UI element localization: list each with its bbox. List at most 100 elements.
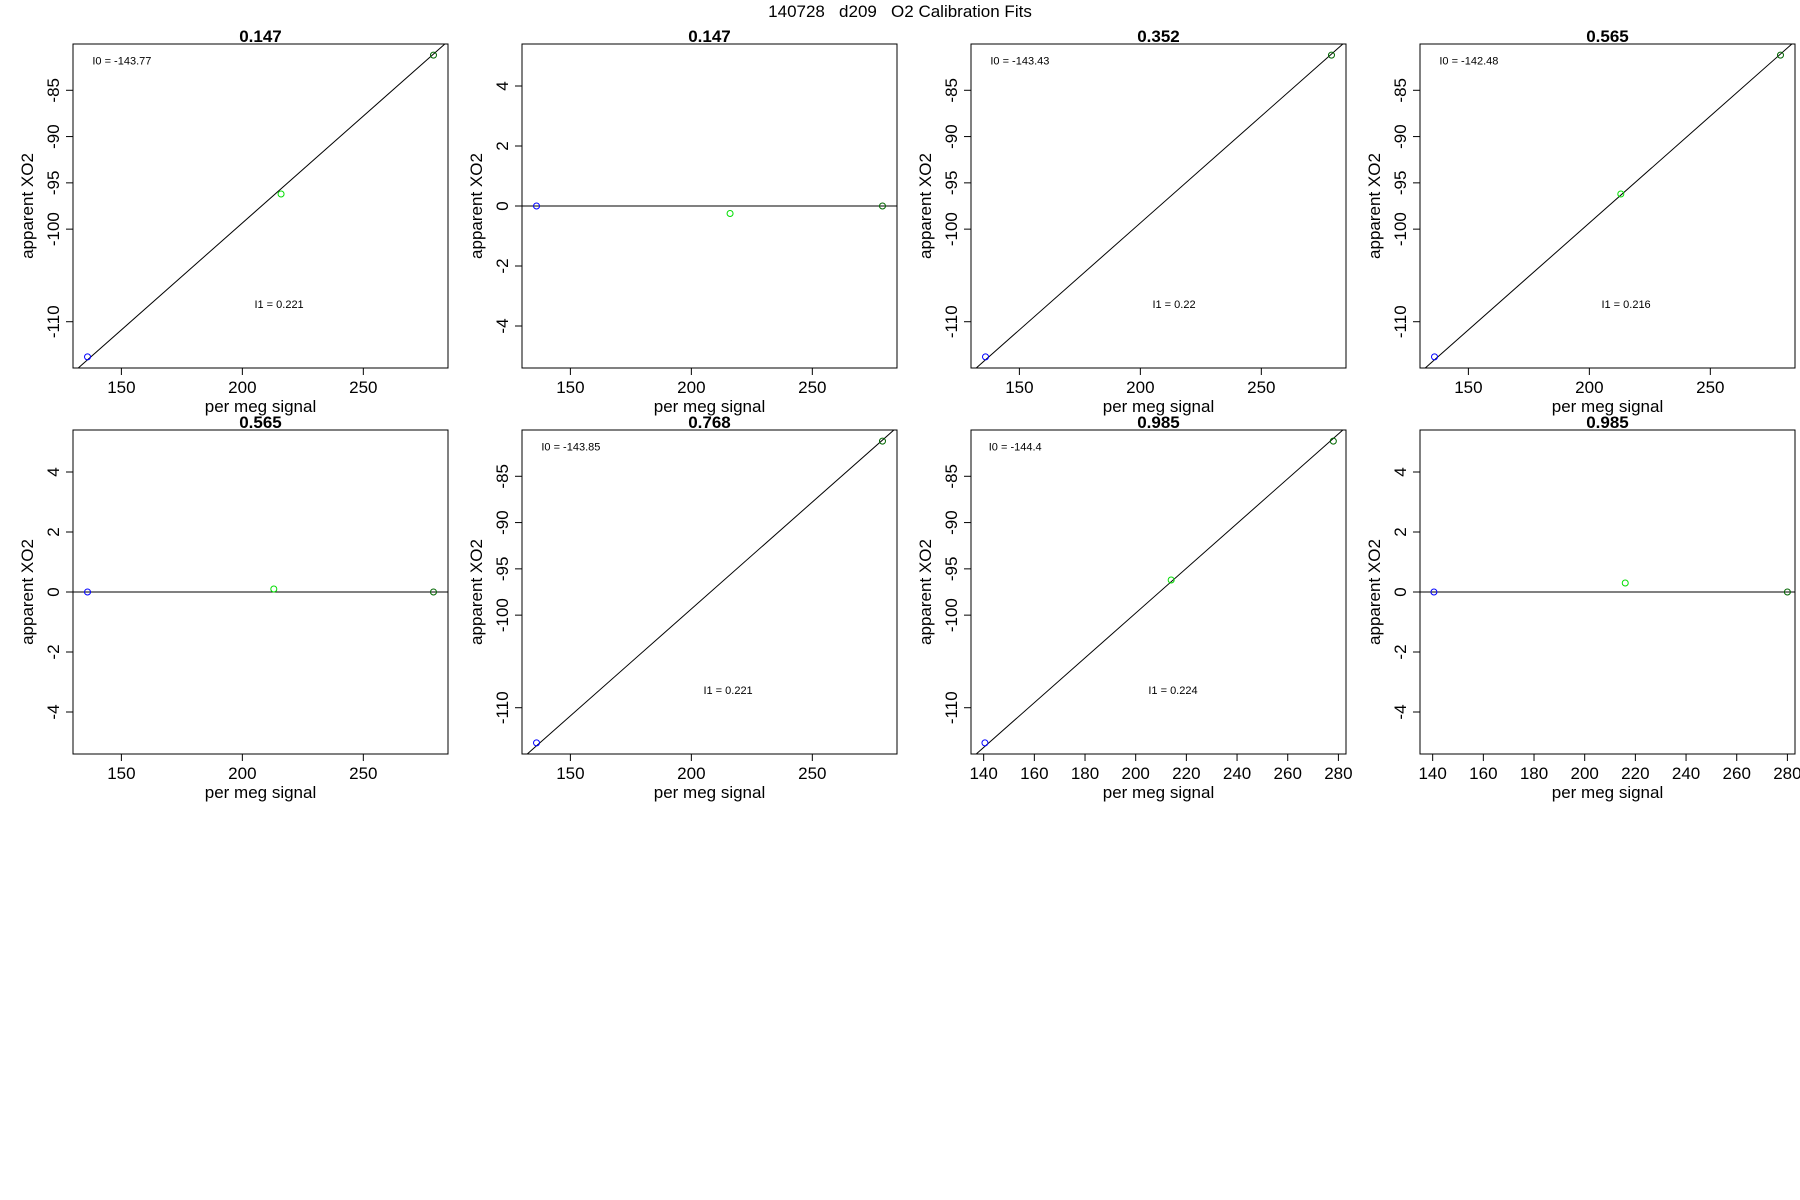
y-tick-label: -100	[493, 598, 512, 632]
x-tick-label: 150	[556, 378, 584, 397]
y-axis-label: apparent XO2	[916, 539, 935, 645]
data-point	[1617, 190, 1625, 198]
data-point	[878, 202, 886, 210]
data-point	[1167, 576, 1175, 584]
fit-line	[975, 430, 1344, 754]
y-tick-label: -110	[1391, 305, 1410, 338]
y-tick-label: -2	[44, 644, 63, 659]
y-tick-label: -85	[942, 78, 961, 103]
data-point	[1776, 51, 1784, 59]
fit-annotation: I0 = -143.43	[990, 55, 1049, 67]
x-tick-label: 260	[1723, 764, 1751, 783]
y-tick-label: 0	[493, 201, 512, 210]
data-point	[1783, 588, 1791, 596]
x-axis-label: per meg signal	[1103, 397, 1215, 416]
fit-annotation: I1 = 0.221	[703, 685, 752, 697]
y-tick-label: -90	[942, 124, 961, 149]
y-tick-label: -100	[44, 212, 63, 246]
y-tick-label: -2	[493, 258, 512, 273]
data-point	[1327, 51, 1335, 59]
y-tick-label: 4	[1391, 467, 1410, 476]
y-tick-label: -95	[44, 171, 63, 196]
y-tick-label: -95	[942, 171, 961, 196]
y-tick-label: -85	[44, 78, 63, 103]
fit-annotation: I0 = -143.85	[541, 441, 600, 453]
fit-annotation: I0 = -144.4	[989, 441, 1042, 453]
data-point	[533, 739, 541, 747]
panel-title: 0.147	[239, 27, 282, 46]
x-tick-label: 150	[1005, 378, 1033, 397]
x-tick-label: 160	[1020, 764, 1048, 783]
plot-frame	[1419, 43, 1796, 369]
fit-line	[526, 430, 895, 754]
panel-8: 140 160 180 200 220 240 260 280 -4 -2 0 2 4 0.985 per …	[1365, 413, 1800, 802]
panel-title: 0.985	[1137, 413, 1180, 432]
panel-2: 150 200 250 -4 -2 0 2 4 0.147 per meg signal appar…	[467, 27, 898, 416]
panel-title: 0.985	[1586, 413, 1629, 432]
y-tick-label: -100	[942, 598, 961, 632]
x-axis-label: per meg signal	[1552, 397, 1664, 416]
y-tick-label: -90	[1391, 124, 1410, 149]
plot-frame	[970, 429, 1347, 755]
panel-7: 140 160 180 200 220 240 260 280 -110 -100 -95 -90 -8…	[916, 413, 1353, 802]
x-tick-label: 140	[1418, 764, 1446, 783]
fit-annotation: I1 = 0.224	[1148, 685, 1197, 697]
x-tick-label: 220	[1621, 764, 1649, 783]
y-tick-label: 2	[1391, 527, 1410, 536]
y-tick-label: -90	[493, 510, 512, 535]
y-tick-label: -95	[1391, 171, 1410, 196]
y-axis-label: apparent XO2	[1365, 539, 1384, 645]
data-point	[726, 210, 734, 217]
x-tick-label: 240	[1672, 764, 1700, 783]
y-tick-label: 4	[493, 81, 512, 90]
y-tick-label: 0	[1391, 587, 1410, 596]
y-tick-label: -95	[493, 557, 512, 582]
panel-6: 150 200 250 -110 -100 -95 -90 -85 0.768 per meg s…	[467, 413, 898, 802]
y-tick-label: 2	[44, 527, 63, 536]
x-tick-label: 180	[1071, 764, 1099, 783]
data-point	[878, 437, 886, 445]
data-point	[1621, 579, 1629, 587]
y-axis-label: apparent XO2	[916, 153, 935, 259]
x-tick-label: 200	[677, 378, 705, 397]
y-axis-label: apparent XO2	[18, 539, 37, 645]
x-axis-label: per meg signal	[1103, 783, 1215, 802]
data-point	[1430, 588, 1438, 596]
y-axis-label: apparent XO2	[18, 153, 37, 259]
x-tick-label: 160	[1469, 764, 1497, 783]
fit-line-group	[975, 430, 1344, 754]
y-tick-label: -2	[1391, 644, 1410, 659]
data-point	[429, 51, 437, 59]
fit-line-group	[526, 430, 895, 754]
data-point	[84, 353, 92, 361]
data-point	[429, 588, 437, 596]
y-tick-label: -4	[493, 318, 512, 333]
y-tick-label: -110	[942, 691, 961, 724]
y-tick-label: -85	[493, 464, 512, 489]
x-axis-label: per meg signal	[205, 783, 317, 802]
panel-3: 150 200 250 -110 -100 -95 -90 -85 0.352 per meg s…	[916, 27, 1347, 416]
fit-line-group	[975, 44, 1344, 368]
fit-annotation: I0 = -143.77	[92, 55, 151, 67]
y-axis-label: apparent XO2	[467, 539, 486, 645]
y-tick-label: 0	[44, 587, 63, 596]
y-axis-label: apparent XO2	[467, 153, 486, 259]
fit-annotation: I1 = 0.221	[254, 299, 303, 311]
fit-annotation: I1 = 0.22	[1152, 299, 1195, 311]
x-tick-label: 250	[349, 764, 377, 783]
main-title: 140728 d209 O2 Calibration Fits	[768, 2, 1032, 21]
x-tick-label: 200	[1122, 764, 1150, 783]
x-tick-label: 200	[1575, 378, 1603, 397]
fit-line-group	[1424, 44, 1793, 368]
plot-frame	[521, 429, 898, 755]
y-axis-label: apparent XO2	[1365, 153, 1384, 259]
y-tick-label: -85	[942, 464, 961, 489]
x-tick-label: 250	[798, 764, 826, 783]
data-point	[533, 202, 541, 210]
y-tick-label: -85	[1391, 78, 1410, 103]
x-tick-label: 150	[556, 764, 584, 783]
panel-1: 150 200 250 -110 -100 -95 -90 -85 0.147 per meg s…	[18, 27, 449, 416]
x-tick-label: 280	[1773, 764, 1800, 783]
panel-5: 150 200 250 -4 -2 0 2 4 0.565 per meg signal appar…	[18, 413, 449, 802]
x-axis-label: per meg signal	[1552, 783, 1664, 802]
